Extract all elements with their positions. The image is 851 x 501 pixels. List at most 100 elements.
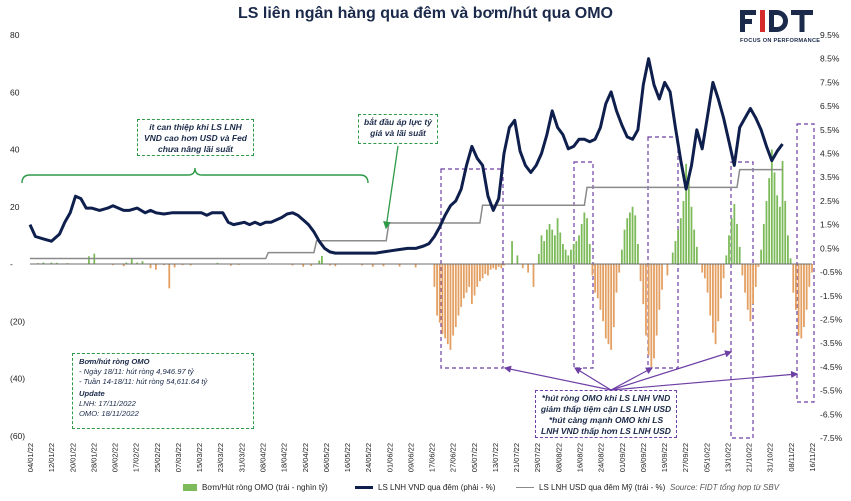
omo-bar: [674, 241, 677, 264]
omo-bar: [610, 264, 613, 350]
x-tick-label: 19/09/22: [660, 443, 669, 472]
omo-bar: [647, 264, 650, 356]
omo-bar: [730, 218, 733, 264]
omo-bar: [329, 264, 331, 266]
omo-arrow: [610, 370, 799, 391]
page-title: LS liên ngân hàng qua đêm và bơm/hút qua…: [238, 5, 613, 22]
x-tick-label: 16/11/22: [808, 443, 817, 472]
omo-bar: [452, 264, 455, 336]
highlight-box: [647, 136, 679, 369]
omo-bar: [50, 262, 53, 264]
x-tick-label: 24/08/22: [597, 443, 606, 472]
legend-usd: LS LNH USD qua đêm Mỹ (trái - %): [516, 483, 665, 492]
usd-line-path: [30, 168, 783, 260]
right-tick-label: 6.5%: [820, 101, 840, 111]
omo-bar: [693, 229, 696, 264]
highlight-box: [440, 168, 504, 369]
x-tick-label: 20/01/22: [68, 443, 77, 472]
x-tick-label: 21/07/22: [512, 443, 521, 472]
legend-source-text: Source: FIDT tổng hợp từ SBV: [670, 483, 780, 492]
omo-bar: [690, 206, 693, 264]
left-tick-label: 80: [10, 30, 20, 40]
usd-line: [30, 168, 783, 260]
logo-mark: [740, 10, 813, 32]
right-tick-label: -2.5%: [820, 314, 843, 324]
right-tick-label: -0.5%: [820, 267, 843, 277]
right-tick-label: -4.5%: [820, 362, 843, 372]
omo-bar: [454, 264, 457, 327]
annotation-intervention-text: ít can thiệp khi LS LNH VND cao hơn USD …: [143, 122, 247, 154]
legend-vnd: LS LNH VND qua đêm (phải - %): [355, 483, 495, 492]
omo-bar: [773, 172, 776, 264]
legend-source: Source: FIDT tổng hợp từ SBV: [670, 483, 779, 492]
omo-bar: [709, 264, 712, 316]
omo-bar: [189, 264, 192, 266]
omo-bar: [433, 264, 436, 287]
legend-swatch-vnd: [355, 486, 373, 489]
annotation-intervention: ít can thiệp khi LS LNH VND cao hơn USD …: [137, 119, 254, 156]
x-tick-label: 15/03/22: [195, 443, 204, 472]
omo-bar: [321, 255, 323, 264]
x-tick-label: 04/01/22: [26, 443, 35, 472]
omo-bar: [521, 264, 524, 269]
omo-bar: [302, 264, 305, 267]
omo-bar: [527, 264, 530, 273]
x-tick-label: 17/06/22: [428, 443, 437, 472]
omo-bar: [559, 232, 562, 264]
omo-bar: [229, 264, 232, 266]
omo-bar: [125, 262, 128, 264]
omo-bar: [607, 264, 610, 345]
omo-bar: [695, 246, 698, 264]
x-tick-label: 28/01/22: [89, 443, 98, 472]
right-tick-label: -1.5%: [820, 291, 843, 301]
left-tick-label: 20: [10, 202, 20, 212]
annotation-pressure: bắt đầu áp lực tỷ giá và lãi suất: [358, 114, 438, 144]
omo-bar: [436, 264, 438, 316]
omo-bar: [620, 249, 623, 264]
omo-bar: [484, 264, 487, 275]
omo-bar: [554, 235, 556, 264]
omo-bar: [703, 264, 706, 279]
right-tick-label: 9.5%: [820, 30, 840, 40]
omo-bar: [776, 195, 779, 264]
omo-bar: [479, 264, 481, 282]
left-tick-label: -: [10, 259, 13, 269]
omo-bar: [786, 235, 789, 264]
left-tick-label: 40: [10, 145, 20, 155]
omo-bar: [578, 235, 580, 264]
omo-bar: [746, 264, 749, 310]
right-tick-label: -3.5%: [820, 338, 843, 348]
omo-bar: [575, 241, 578, 264]
omo-bar: [570, 249, 572, 264]
left-axis: 80 60 40 20 - (20) (40) (60): [10, 30, 25, 441]
omo-bar: [470, 264, 473, 305]
legend-omo: Bơm/Hút ròng OMO (trái - nghìn tỷ): [183, 483, 328, 492]
x-tick-label: 01/09/22: [618, 443, 627, 472]
legend-swatch-usd: [516, 486, 534, 489]
x-tick-label: 08/04/22: [259, 443, 268, 472]
omo-bars: [37, 149, 813, 368]
right-tick-label: 3.5%: [820, 172, 840, 182]
right-axis: 9.5% 8.5% 7.5% 6.5% 5.5% 4.5% 3.5% 2.5% 1.5% 0.5%…: [820, 30, 843, 443]
x-tick-label: 09/02/22: [111, 443, 120, 472]
omo-bar: [650, 264, 653, 368]
omo-bar: [666, 264, 669, 276]
omo-bar: [653, 264, 655, 359]
omo-bar: [444, 264, 447, 339]
omo-bar: [811, 264, 813, 273]
omo-bar: [784, 201, 787, 264]
x-tick-label: 26/04/22: [301, 443, 310, 472]
omo-bar: [149, 264, 152, 269]
omo-bar: [645, 264, 647, 336]
info-update-line: OMO: 18/11/2022: [79, 408, 139, 418]
omo-bar: [800, 264, 803, 339]
omo-bar: [141, 261, 144, 264]
x-tick-label: 05/07/22: [470, 443, 479, 472]
omo-bar: [682, 201, 685, 264]
highlight-box: [796, 123, 815, 403]
omo-bar: [749, 264, 752, 322]
omo-bar: [42, 262, 45, 264]
omo-bar: [468, 264, 471, 287]
omo-bar: [781, 160, 784, 264]
omo-bar: [371, 264, 374, 267]
